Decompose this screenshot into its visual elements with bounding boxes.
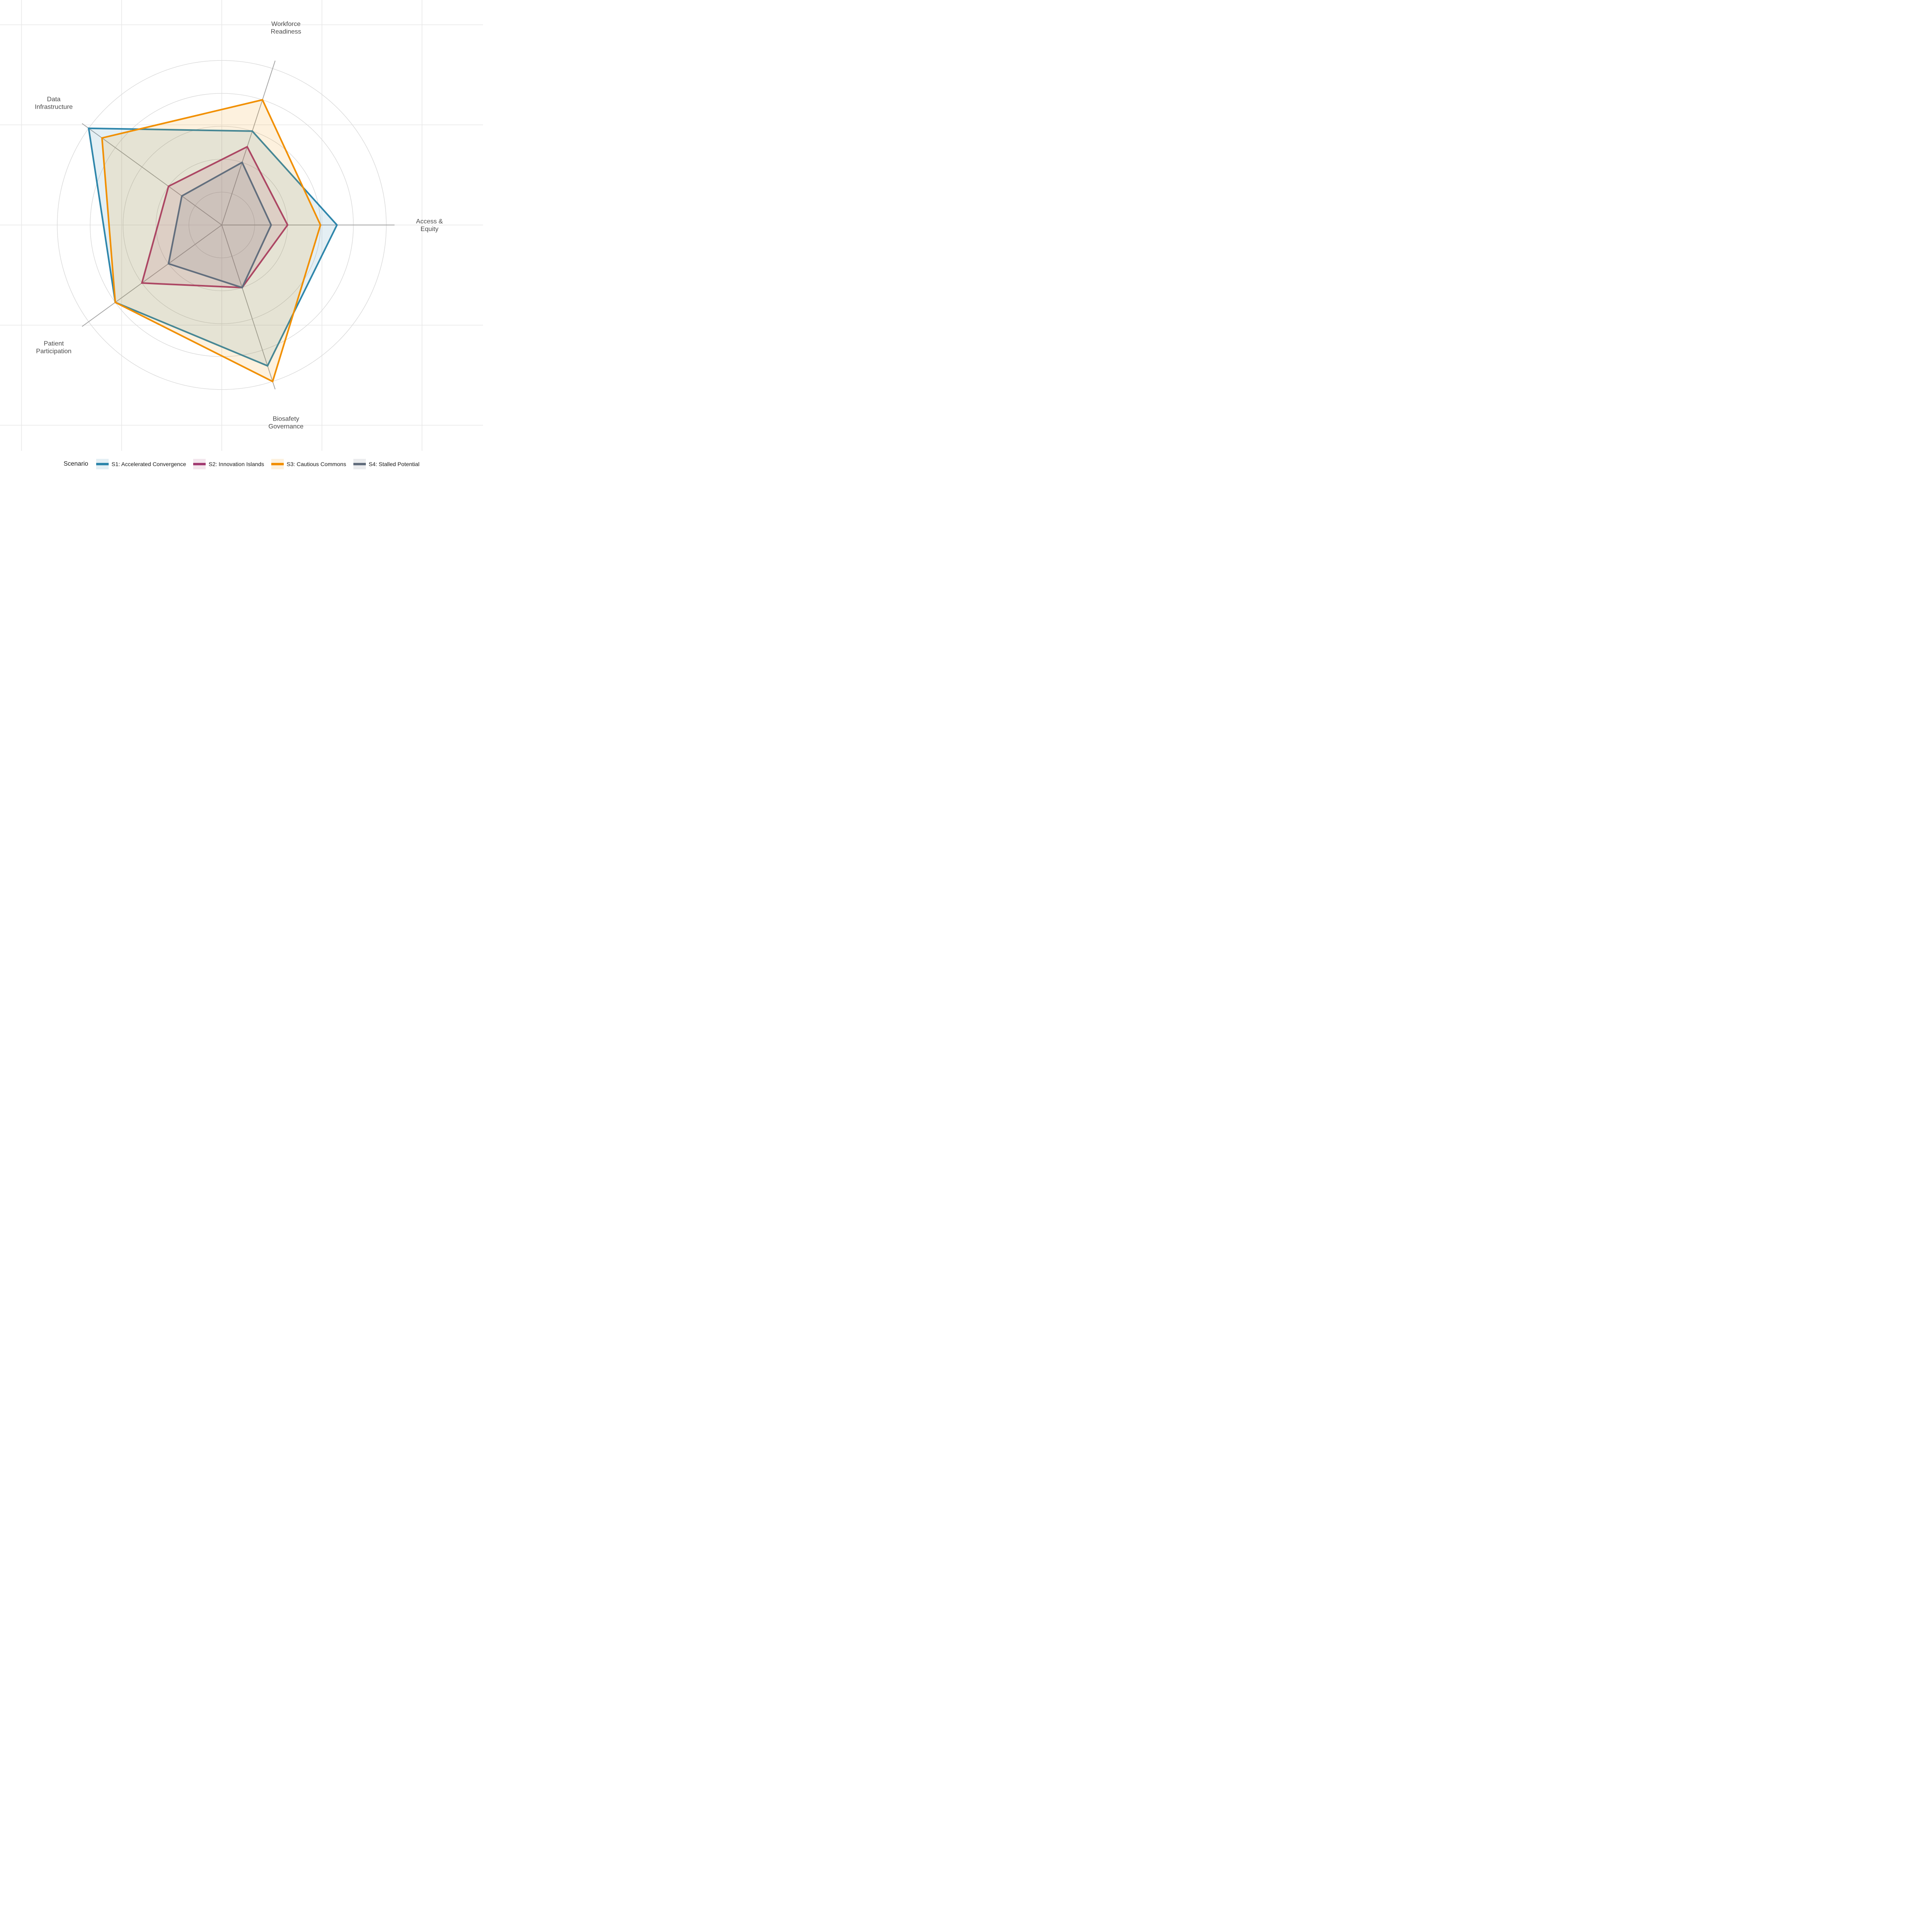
axis-spoke-data-infrastructure [82,123,222,225]
legend-key-s3-line [271,463,284,465]
axis-label-workforce-readiness: Workforce Readiness [271,21,301,35]
axis-label-patient-participation: Patient Participation [36,340,72,355]
legend-label-s3: S3: Cautious Commons [287,461,346,467]
legend-key-s4-line [353,463,366,465]
legend: Scenario S1: Accelerated Convergence S2:… [64,459,419,469]
legend-label-s2: S2: Innovation Islands [208,461,264,467]
radar-chart-page: Workforce Readiness Access & Equity Biosafet… [0,0,483,483]
series-polygon-s1 [87,127,338,367]
axis-label-data-infrastructure: Data Infrastructure [35,96,72,111]
legend-key-s4-swatch [353,459,366,469]
legend-key-s2-swatch [193,459,206,469]
axis-spoke-patient-participation [82,225,222,327]
series-polygon-s4 [167,161,272,289]
series-polygon-s3 [101,99,322,383]
legend-item-s2: S2: Innovation Islands [193,459,264,469]
axis-spoke-biosafety-governance [221,225,276,390]
legend-label-s4: S4: Stalled Potential [368,461,420,467]
legend-title: Scenario [63,460,89,467]
legend-key-s3-swatch [271,459,284,469]
axis-label-biosafety-governance: Biosafety Governance [268,416,303,430]
axis-spoke-workforce-readiness [221,60,276,225]
legend-key-s1-line [96,463,109,465]
legend-key-s2-line [193,463,206,465]
legend-item-s4: S4: Stalled Potential [353,459,419,469]
legend-key-s1-swatch [96,459,109,469]
radar-chart: Workforce Readiness Access & Equity Biosafet… [0,0,483,451]
axis-label-access-equity: Access & Equity [416,218,443,233]
legend-item-s3: S3: Cautious Commons [271,459,346,469]
legend-item-s1: S1: Accelerated Convergence [96,459,186,469]
legend-label-s1: S1: Accelerated Convergence [111,461,186,467]
